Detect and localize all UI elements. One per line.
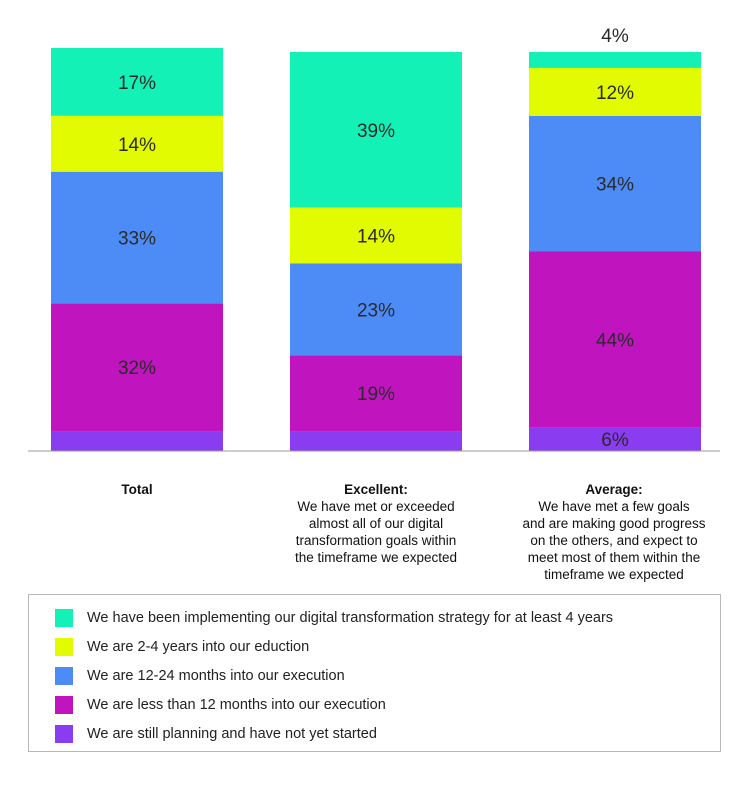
- bar-segment-average-4y-plus: [529, 52, 701, 68]
- legend-item: We are 12-24 months into our execution: [55, 661, 720, 690]
- category-label-total: Total: [51, 481, 223, 498]
- legend-item: We are 2-4 years into our eduction: [55, 632, 720, 661]
- category-title: Average:: [585, 482, 643, 497]
- legend-item: We have been implementing our digital tr…: [55, 603, 720, 632]
- legend-swatch: [55, 608, 73, 627]
- data-label-excellent-12-24m: 23%: [357, 300, 395, 321]
- data-label-average-12-24m: 34%: [596, 175, 634, 196]
- legend-swatch: [55, 695, 73, 714]
- data-label-excellent-lt12m: 19%: [357, 384, 395, 405]
- bar-segment-excellent-4y-plus: [290, 52, 462, 208]
- bar-segment-total-2-4y: [51, 115, 223, 172]
- data-label-excellent-4y-plus: 39%: [357, 121, 395, 142]
- bar-segment-total-12-24m: [51, 171, 223, 304]
- legend-swatch: [55, 637, 73, 656]
- data-label-total-12-24m: 33%: [118, 229, 156, 250]
- category-label-excellent: Excellent: We have met or exceeded almos…: [270, 481, 482, 566]
- bar-segment-average-lt12m: [529, 251, 701, 428]
- legend-label: We are 2-4 years into our eduction: [87, 638, 310, 655]
- data-label-average-2-4y: 12%: [596, 83, 634, 104]
- bar-segment-average-2-4y: [529, 67, 701, 116]
- bar-segment-excellent-12-24m: [290, 263, 462, 356]
- legend-swatch: [55, 666, 73, 685]
- bar-segment-excellent-planning: [290, 431, 462, 451]
- data-label-excellent-2-4y: 14%: [357, 227, 395, 248]
- bars-group: 5%32%33%14%17%5%19%23%14%39%6%44%34%12%4…: [51, 26, 701, 451]
- legend-label: We have been implementing our digital tr…: [87, 609, 614, 626]
- legend-item: We are less than 12 months into our exec…: [55, 690, 720, 719]
- bar-segment-excellent-lt12m: [290, 355, 462, 432]
- bar-segment-total-lt12m: [51, 303, 223, 432]
- category-label-average: Average: We have met a few goals and are…: [505, 481, 723, 583]
- bar-segment-total-4y-plus: [51, 48, 223, 116]
- legend-swatch: [55, 724, 73, 743]
- bar-segment-total-planning: [51, 431, 223, 451]
- category-title: Excellent:: [344, 482, 408, 497]
- category-description: We have met or exceeded almost all of ou…: [294, 499, 458, 565]
- legend-label: We are 12-24 months into our execution: [87, 667, 345, 684]
- category-description: We have met a few goals and are making g…: [522, 499, 706, 582]
- legend-label: We are less than 12 months into our exec…: [87, 696, 386, 713]
- data-label-total-2-4y: 14%: [118, 135, 156, 156]
- data-label-total-lt12m: 32%: [118, 358, 156, 379]
- legend-item: We are still planning and have not yet s…: [55, 719, 720, 748]
- data-label-average-planning: 6%: [601, 430, 629, 451]
- data-label-average-lt12m: 44%: [596, 330, 634, 351]
- legend-label: We are still planning and have not yet s…: [87, 725, 377, 742]
- bar-segment-excellent-2-4y: [290, 207, 462, 264]
- bar-segment-average-12-24m: [529, 115, 701, 252]
- data-label-total-4y-plus: 17%: [118, 73, 156, 94]
- category-title: Total: [121, 482, 153, 497]
- stacked-bar-chart: 5%32%33%14%17%5%19%23%14%39%6%44%34%12%4…: [28, 26, 720, 452]
- legend: We have been implementing our digital tr…: [28, 594, 721, 752]
- data-label-average-4y-plus: 4%: [601, 26, 629, 47]
- bar-segment-average-planning: [529, 427, 701, 451]
